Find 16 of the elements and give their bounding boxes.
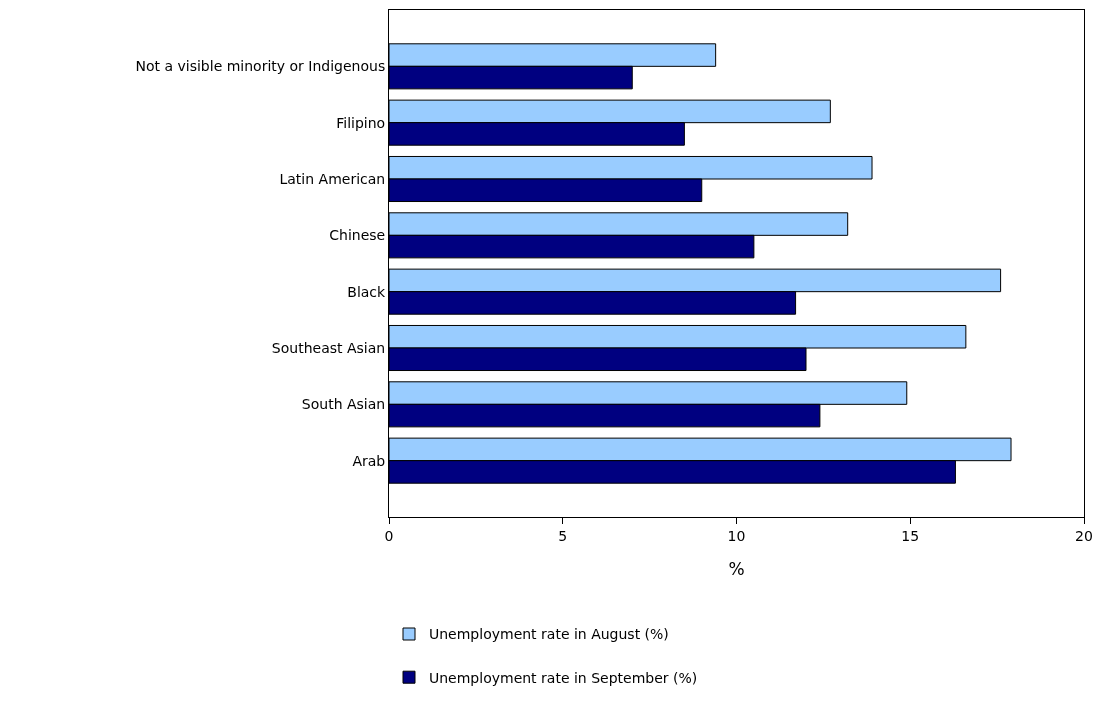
y-tick-label: Chinese xyxy=(329,227,386,244)
y-tick-label: Filipino xyxy=(336,114,386,131)
legend-label: Unemployment rate in August (%) xyxy=(429,626,669,643)
y-tick-label: Latin American xyxy=(279,170,386,187)
x-tick-label: 5 xyxy=(558,527,568,544)
x-tick-label: 0 xyxy=(384,527,394,544)
x-tick-label: 20 xyxy=(1075,527,1093,544)
legend-label: Unemployment rate in September (%) xyxy=(429,669,698,686)
y-tick-label: Black xyxy=(347,283,387,300)
x-tick-label: 10 xyxy=(727,527,746,544)
y-tick-label: Not a visible minority or Indigenous xyxy=(135,58,386,75)
y-tick-label: South Asian xyxy=(301,396,386,413)
y-tick-label: Arab xyxy=(352,452,386,469)
x-tick-label: 15 xyxy=(901,527,920,544)
y-tick-label: Southeast Asian xyxy=(271,339,386,356)
x-axis-title: % xyxy=(728,559,745,580)
